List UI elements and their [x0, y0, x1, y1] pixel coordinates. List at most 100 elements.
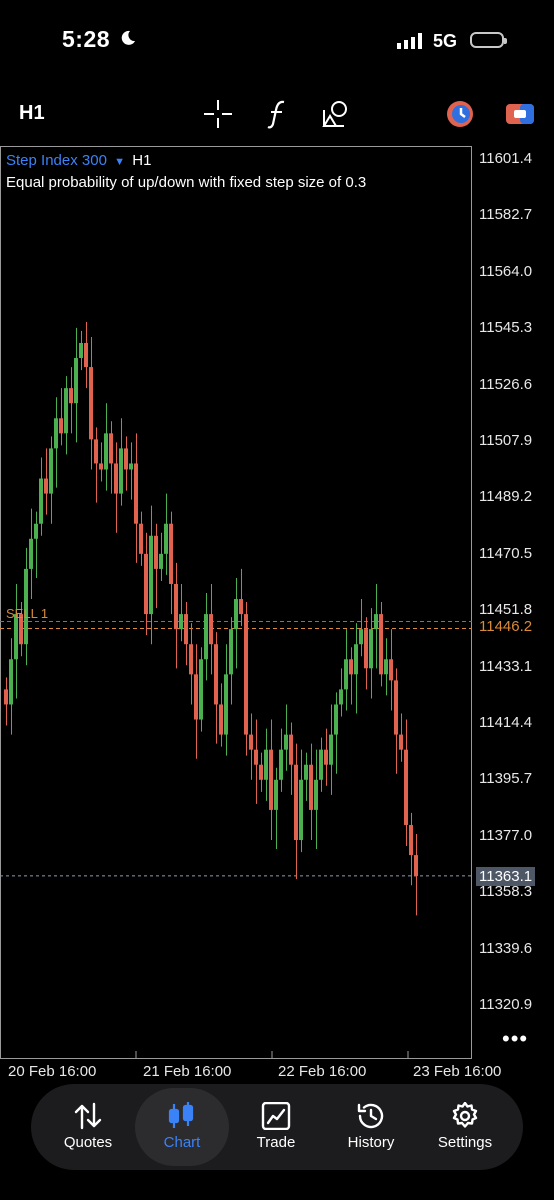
tab-chart[interactable]: Chart: [135, 1088, 229, 1166]
tab-settings[interactable]: Settings: [418, 1088, 512, 1166]
network-label: 5G: [433, 31, 458, 51]
candle-body: [404, 749, 408, 825]
arrows-up-down-icon: [74, 1102, 102, 1130]
candle-body: [164, 523, 168, 554]
candle-body: [349, 659, 353, 675]
candle-body: [54, 418, 58, 449]
price-axis-label: 11451.8: [479, 601, 533, 619]
candle-body: [39, 478, 43, 524]
candle-body: [299, 779, 303, 841]
candle-body: [329, 734, 333, 765]
clock-history-icon: [357, 1103, 384, 1129]
price-axis-label: 11489.2: [479, 488, 533, 506]
indicators-icon[interactable]: [262, 98, 294, 130]
candle-body: [134, 463, 138, 524]
symbol-timeframe: H1: [132, 152, 152, 169]
price-axis-label: 11433.1: [479, 657, 533, 675]
symbol-dropdown-icon[interactable]: ▼: [111, 156, 129, 168]
candle-body: [319, 749, 323, 780]
moon-icon: [121, 30, 135, 45]
candlestick-chart[interactable]: [0, 146, 472, 1059]
candle-body: [384, 659, 388, 675]
candle-body: [294, 764, 298, 841]
tab-history[interactable]: History: [324, 1088, 418, 1166]
candle-body: [249, 734, 253, 750]
candle-body: [129, 463, 133, 470]
candle-body: [24, 568, 28, 645]
price-axis-label: 11582.7: [479, 206, 533, 224]
candle-body: [49, 448, 53, 494]
candle-body: [219, 704, 223, 735]
candle-body: [374, 614, 378, 630]
current-price-tag: 11363.1: [476, 867, 536, 886]
candle-body: [284, 734, 288, 750]
candle-body: [64, 388, 68, 434]
price-axis-label: 11507.9: [479, 432, 533, 449]
signal-icon: [397, 33, 422, 49]
symbol-header: Step Index 300 ▼ H1: [6, 152, 151, 169]
candle-body: [199, 659, 203, 720]
candle-body: [224, 674, 228, 735]
sell-order-label[interactable]: SELL 1: [6, 606, 49, 621]
trade-chart-icon: [261, 1102, 291, 1130]
candle-body: [9, 659, 13, 705]
price-axis-label: 11414.4: [479, 714, 533, 731]
one-click-trading-icon[interactable]: [444, 98, 476, 130]
candle-body: [169, 523, 173, 584]
candle-body: [209, 614, 213, 645]
candle-body: [244, 614, 248, 735]
candle-body: [334, 704, 338, 735]
more-options-button[interactable]: •••: [502, 1026, 529, 1051]
candle-body: [204, 614, 208, 660]
candle-body: [259, 764, 263, 780]
chart-frame[interactable]: [0, 146, 472, 1059]
price-axis-label: 11395.7: [479, 770, 533, 788]
tab-label: History: [347, 1134, 395, 1151]
candle-body: [124, 448, 128, 470]
tab-label: Settings: [437, 1134, 493, 1151]
candle-body: [84, 342, 88, 368]
status-time: 5:28: [62, 26, 111, 52]
gear-icon: [452, 1102, 478, 1128]
price-axis-label: 11339.6: [479, 939, 533, 957]
battery-icon: [470, 32, 507, 48]
candle-body: [4, 689, 8, 705]
candle-body: [114, 463, 118, 494]
candle-body: [189, 644, 193, 675]
candles-icon: [168, 1102, 194, 1128]
candle-body: [184, 614, 188, 645]
sell-price-tag: 11446.2: [476, 617, 536, 636]
candle-body: [309, 764, 313, 810]
crosshair-icon[interactable]: [202, 98, 234, 130]
symbol-name[interactable]: Step Index 300: [6, 152, 107, 169]
candle-body: [414, 855, 418, 877]
candle-body: [379, 614, 383, 675]
candle-body: [144, 553, 148, 615]
candle-body: [409, 824, 413, 856]
candle-body: [304, 764, 308, 780]
depth-of-market-icon[interactable]: [504, 98, 536, 130]
tab-label: Trade: [256, 1134, 296, 1151]
price-axis-label: 11601.4: [479, 150, 533, 167]
candle-body: [159, 553, 163, 569]
tab-quotes[interactable]: Quotes: [41, 1088, 135, 1166]
candle-body: [269, 749, 273, 810]
tab-label: Chart: [163, 1134, 201, 1151]
candle-body: [399, 734, 403, 750]
candle-body: [14, 614, 18, 660]
date-label-3: 22 Feb 16:00: [278, 1063, 367, 1080]
candle-body: [194, 674, 198, 720]
tab-label: Quotes: [63, 1134, 113, 1151]
candle-body: [74, 358, 78, 404]
candle-body: [44, 478, 48, 494]
candle-body: [79, 342, 83, 359]
objects-icon[interactable]: [320, 98, 352, 130]
tab-trade[interactable]: Trade: [229, 1088, 323, 1166]
date-label-2: 21 Feb 16:00: [143, 1063, 232, 1080]
candle-body: [154, 535, 158, 569]
date-label-4: 23 Feb 16:00: [413, 1063, 502, 1080]
candle-body: [19, 614, 23, 645]
price-axis-label: 11470.5: [479, 544, 533, 562]
candle-body: [314, 779, 318, 810]
timeframe-button[interactable]: H1: [19, 102, 45, 124]
